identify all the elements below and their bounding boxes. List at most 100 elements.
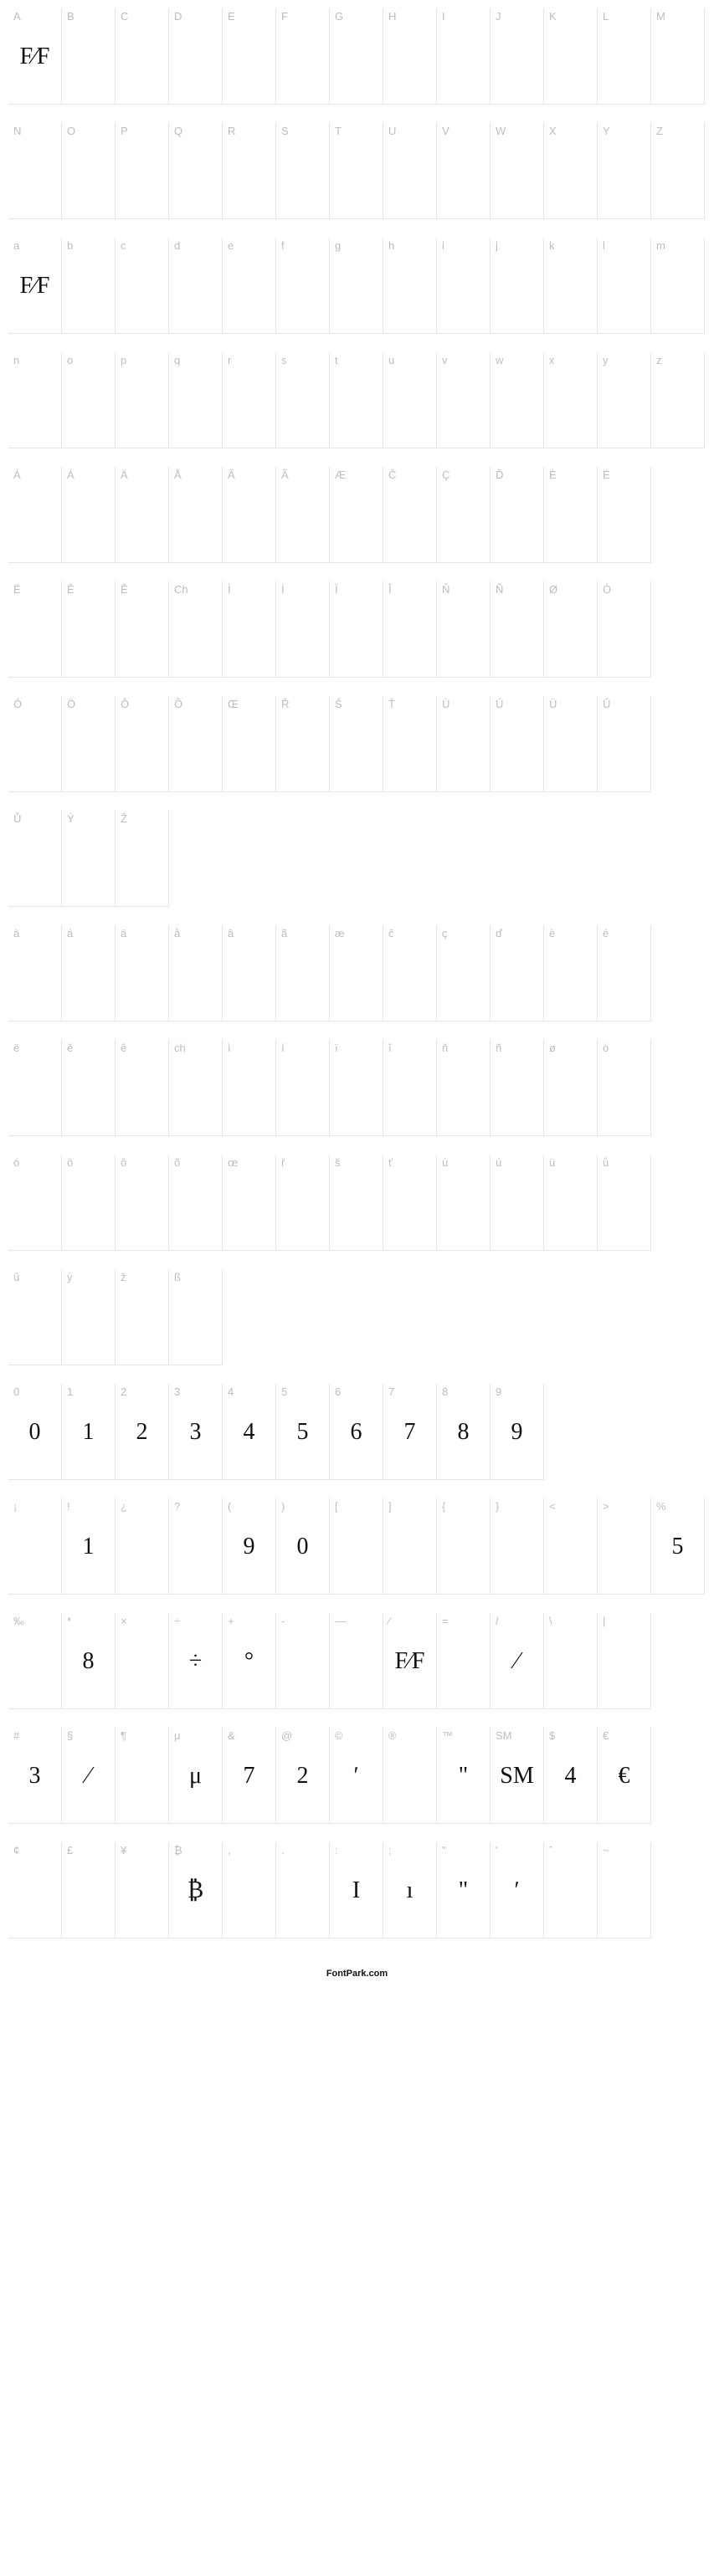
glyph-label: Ú	[496, 698, 503, 710]
glyph-cell: Ì	[223, 581, 276, 678]
glyph-display: ⁄	[491, 1636, 543, 1687]
glyph-display	[330, 720, 383, 770]
glyph-label: à	[13, 927, 19, 940]
glyph-display	[276, 949, 329, 999]
glyph-display	[437, 376, 490, 426]
glyph-display	[276, 1178, 329, 1228]
glyph-display	[330, 1522, 383, 1572]
glyph-display: 1	[62, 1522, 115, 1572]
glyph-label: ÷	[174, 1615, 180, 1627]
glyph-display	[437, 949, 490, 999]
glyph-display	[330, 261, 383, 311]
glyph-label: ô	[121, 1156, 126, 1169]
glyph-label: \	[549, 1615, 552, 1627]
glyph-label: B	[67, 10, 74, 23]
glyph-cell: È	[544, 467, 598, 563]
glyph-label: d	[174, 239, 180, 252]
glyph-cell: û	[8, 1269, 62, 1365]
glyph-label: Î	[388, 583, 392, 596]
glyph-display: F⁄F	[8, 261, 61, 311]
glyph-display	[8, 1293, 61, 1343]
glyph-display	[544, 490, 597, 540]
glyph-cell: ť	[383, 1155, 437, 1251]
glyph-label: I	[442, 10, 445, 23]
glyph-cell: k	[544, 238, 598, 334]
glyph-cell: £	[62, 1842, 116, 1938]
glyph-cell: ¢	[8, 1842, 62, 1938]
glyph-label: Ö	[67, 698, 75, 710]
glyph-display	[116, 1293, 168, 1343]
glyph-display: 3	[169, 1407, 222, 1457]
glyph-label: x	[549, 354, 555, 366]
glyph-display	[330, 605, 383, 655]
glyph-label: Ch	[174, 583, 188, 596]
glyph-display	[116, 1636, 168, 1687]
glyph-label: Č	[388, 469, 396, 481]
glyph-cell: >	[598, 1498, 651, 1595]
glyph-display	[383, 146, 436, 197]
glyph-display	[8, 720, 61, 770]
glyph-label: ç	[442, 927, 448, 940]
glyph-cell: u	[383, 352, 437, 448]
glyph-cell: .	[276, 1842, 330, 1938]
glyph-cell: &7	[223, 1728, 276, 1824]
glyph-label: k	[549, 239, 555, 252]
glyph-cell: d	[169, 238, 223, 334]
glyph-label: o	[67, 354, 73, 366]
glyph-cell: p	[116, 352, 169, 448]
glyph-display	[491, 1063, 543, 1114]
glyph-cell: Ï	[330, 581, 383, 678]
glyph-display	[330, 949, 383, 999]
glyph-label: q	[174, 354, 180, 366]
glyph-label: j	[496, 239, 498, 252]
glyph-label: }	[496, 1500, 499, 1513]
glyph-cell: 44	[223, 1384, 276, 1480]
glyph-cell: Û	[598, 696, 651, 792]
glyph-label: ]	[388, 1500, 392, 1513]
glyph-cell: v	[437, 352, 491, 448]
glyph-cell: n	[8, 352, 62, 448]
glyph-label: Z	[656, 125, 663, 137]
glyph-cell: ň	[437, 1040, 491, 1136]
glyph-display	[8, 490, 61, 540]
glyph-cell: J	[491, 8, 544, 105]
glyph-cell: x	[544, 352, 598, 448]
glyph-display: 1	[62, 1407, 115, 1457]
glyph-display	[383, 1522, 436, 1572]
glyph-display	[223, 1063, 275, 1114]
glyph-display	[383, 720, 436, 770]
glyph-display	[383, 605, 436, 655]
glyph-label: <	[549, 1500, 556, 1513]
glyph-display	[116, 605, 168, 655]
glyph-display	[544, 32, 597, 82]
glyph-display	[116, 949, 168, 999]
glyph-cell: æ	[330, 925, 383, 1022]
glyph-label: w	[496, 354, 503, 366]
glyph-cell: AF⁄F	[8, 8, 62, 105]
glyph-display	[437, 1522, 490, 1572]
glyph-cell: SMSM	[491, 1728, 544, 1824]
glyph-label: {	[442, 1500, 445, 1513]
glyph-cell: ?	[169, 1498, 223, 1595]
glyph-label: ë	[13, 1042, 19, 1054]
glyph-display: SM	[491, 1751, 543, 1801]
glyph-display	[116, 146, 168, 197]
glyph-cell: Ù	[437, 696, 491, 792]
glyph-display	[383, 1751, 436, 1801]
glyph-cell: =	[437, 1613, 491, 1709]
glyph-display	[544, 720, 597, 770]
glyph-display	[598, 1178, 650, 1228]
glyph-cell: ~	[598, 1842, 651, 1938]
glyph-display	[598, 1522, 650, 1572]
glyph-label: Ë	[13, 583, 21, 596]
glyph-label: ï	[335, 1042, 338, 1054]
glyph-label: À	[13, 469, 21, 481]
glyph-label: g	[335, 239, 341, 252]
glyph-label: Ò	[603, 583, 611, 596]
glyph-cell: ™"	[437, 1728, 491, 1824]
glyph-display	[598, 146, 650, 197]
glyph-display	[223, 1178, 275, 1228]
glyph-label: ⁄	[388, 1615, 390, 1627]
glyph-label: F	[281, 10, 288, 23]
glyph-display	[383, 376, 436, 426]
